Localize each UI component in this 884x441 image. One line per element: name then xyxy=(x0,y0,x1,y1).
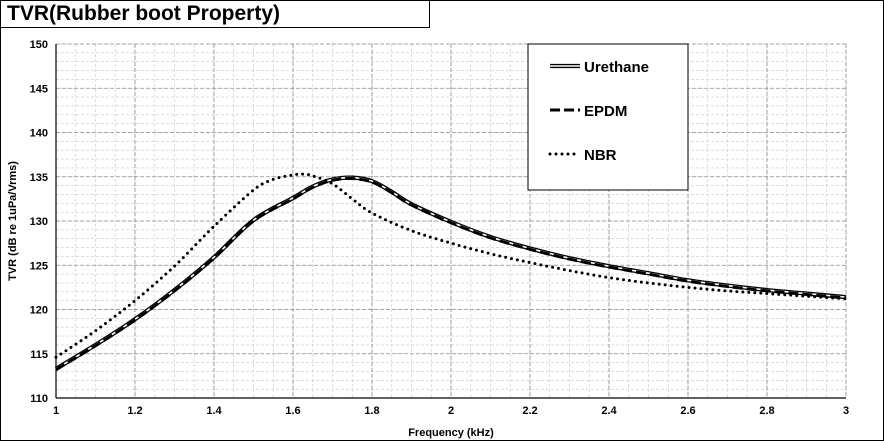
legend-label-epdm: EPDM xyxy=(584,103,627,120)
series-line-epdm xyxy=(55,176,847,371)
legend-box xyxy=(527,43,689,191)
y-tick-label: 120 xyxy=(30,305,48,317)
y-tick-label: 110 xyxy=(30,393,48,405)
x-tick-label: 1.2 xyxy=(127,405,142,417)
x-tick-label: 2.8 xyxy=(759,405,774,417)
x-tick-label: 2 xyxy=(448,405,454,417)
chart-title-box: TVR(Rubber boot Property) xyxy=(0,0,430,28)
legend-label-nbr: NBR xyxy=(584,147,617,164)
y-tick-label: 135 xyxy=(30,172,48,184)
y-tick-label: 125 xyxy=(30,260,48,272)
x-tick-label: 1.6 xyxy=(285,405,300,417)
legend-label-urethane: Urethane xyxy=(584,59,649,76)
series-line-nbr xyxy=(54,172,848,359)
x-tick-label: 1 xyxy=(53,405,59,417)
y-tick-label: 140 xyxy=(30,128,48,140)
x-tick-label: 3 xyxy=(843,405,849,417)
chart-title: TVR(Rubber boot Property) xyxy=(7,2,280,25)
y-tick-label: 115 xyxy=(30,349,48,361)
y-tick-label: 150 xyxy=(30,39,48,51)
y-axis-title: TVR (dB re 1uPa/Vrms) xyxy=(7,161,19,281)
x-tick-label: 1.8 xyxy=(364,405,379,417)
x-tick-label: 2.2 xyxy=(522,405,537,417)
x-tick-label: 1.4 xyxy=(206,405,222,417)
y-tick-label: 145 xyxy=(30,83,48,95)
x-axis-title: Frequency (kHz) xyxy=(408,427,494,439)
x-tick-label: 2.4 xyxy=(601,405,617,417)
y-tick-label: 130 xyxy=(30,216,48,228)
x-tick-label: 2.6 xyxy=(680,405,695,417)
